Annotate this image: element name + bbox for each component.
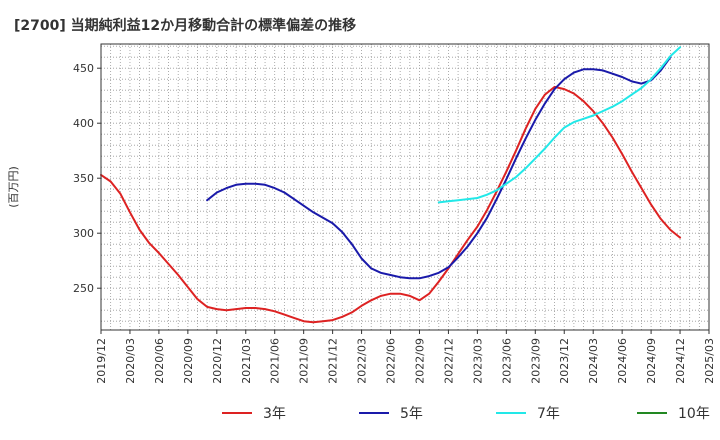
legend: 3年 5年 7年 10年 xyxy=(222,406,710,422)
x-tick-label: 2021/12 xyxy=(327,338,340,384)
grid xyxy=(101,44,709,330)
x-axis-ticks: 2019/12 2020/03 2020/06 2020/09 2020/12 2021/… xyxy=(95,330,716,384)
legend-item-3: 7年 xyxy=(496,406,560,422)
x-tick-label: 2020/03 xyxy=(124,338,137,384)
x-tick-label: 2023/09 xyxy=(529,338,542,384)
y-tick-label: 400 xyxy=(73,117,94,130)
legend-label: 5年 xyxy=(400,406,423,422)
series-layer xyxy=(100,46,682,324)
x-tick-label: 2023/03 xyxy=(471,338,484,384)
y-tick-label: 450 xyxy=(73,62,94,75)
chart-title: [2700] 当期純利益12か月移動合計の標準偏差の推移 xyxy=(14,17,356,34)
y-axis-ticks: 250 300 350 400 450 xyxy=(73,62,101,295)
y-tick-label: 300 xyxy=(73,227,94,240)
x-tick-label: 2022/09 xyxy=(413,338,426,384)
x-tick-label: 2024/06 xyxy=(616,338,629,384)
x-tick-label: 2020/06 xyxy=(153,338,166,384)
x-tick-label: 2022/06 xyxy=(385,338,398,384)
x-tick-label: 2021/06 xyxy=(269,338,282,384)
legend-label: 7年 xyxy=(537,406,560,422)
series-line-1 xyxy=(100,85,682,324)
legend-item-2: 5年 xyxy=(359,406,423,422)
y-axis-label: (百万円) xyxy=(7,166,20,208)
x-tick-label: 2023/12 xyxy=(558,338,571,384)
series-line-2 xyxy=(206,56,672,280)
x-tick-label: 2021/03 xyxy=(240,338,253,384)
plot-frame xyxy=(100,43,710,331)
legend-item-1: 3年 xyxy=(222,406,286,422)
legend-item-4: 10年 xyxy=(637,406,710,422)
x-tick-label: 2022/12 xyxy=(442,338,455,384)
y-tick-label: 250 xyxy=(73,282,94,295)
legend-label: 10年 xyxy=(678,406,710,422)
x-tick-label: 2023/06 xyxy=(500,338,513,384)
x-tick-label: 2024/09 xyxy=(645,338,658,384)
x-tick-label: 2020/09 xyxy=(182,338,195,384)
x-tick-label: 2024/03 xyxy=(587,338,600,384)
series-line-3 xyxy=(437,46,682,204)
y-tick-label: 350 xyxy=(73,172,94,185)
x-tick-label: 2019/12 xyxy=(95,338,108,384)
x-tick-label: 2024/12 xyxy=(674,338,687,384)
x-tick-label: 2020/12 xyxy=(211,338,224,384)
x-tick-label: 2021/09 xyxy=(298,338,311,384)
x-tick-label: 2025/03 xyxy=(703,338,716,384)
legend-label: 3年 xyxy=(263,406,286,422)
x-tick-label: 2022/03 xyxy=(356,338,369,384)
